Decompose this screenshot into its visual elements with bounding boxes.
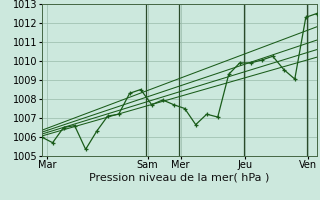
X-axis label: Pression niveau de la mer( hPa ): Pression niveau de la mer( hPa ) [89, 173, 269, 183]
